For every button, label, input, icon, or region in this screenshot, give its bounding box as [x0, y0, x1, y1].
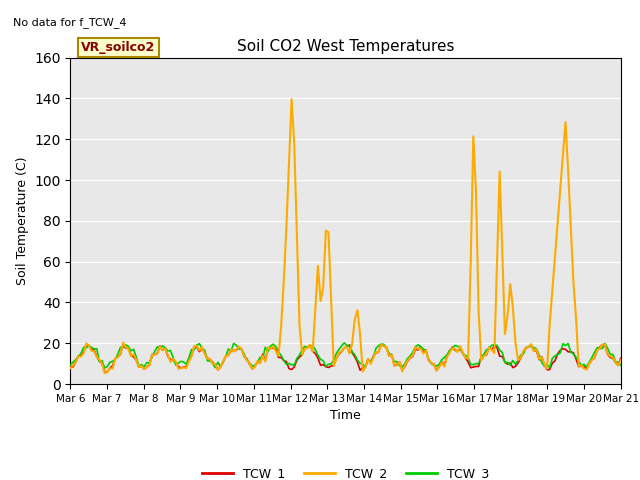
Y-axis label: Soil Temperature (C): Soil Temperature (C): [15, 156, 29, 285]
X-axis label: Time: Time: [330, 409, 361, 422]
Title: Soil CO2 West Temperatures: Soil CO2 West Temperatures: [237, 39, 454, 54]
Legend: TCW_1, TCW_2, TCW_3: TCW_1, TCW_2, TCW_3: [196, 462, 495, 480]
Text: VR_soilco2: VR_soilco2: [81, 41, 156, 54]
Text: No data for f_TCW_4: No data for f_TCW_4: [13, 17, 126, 28]
